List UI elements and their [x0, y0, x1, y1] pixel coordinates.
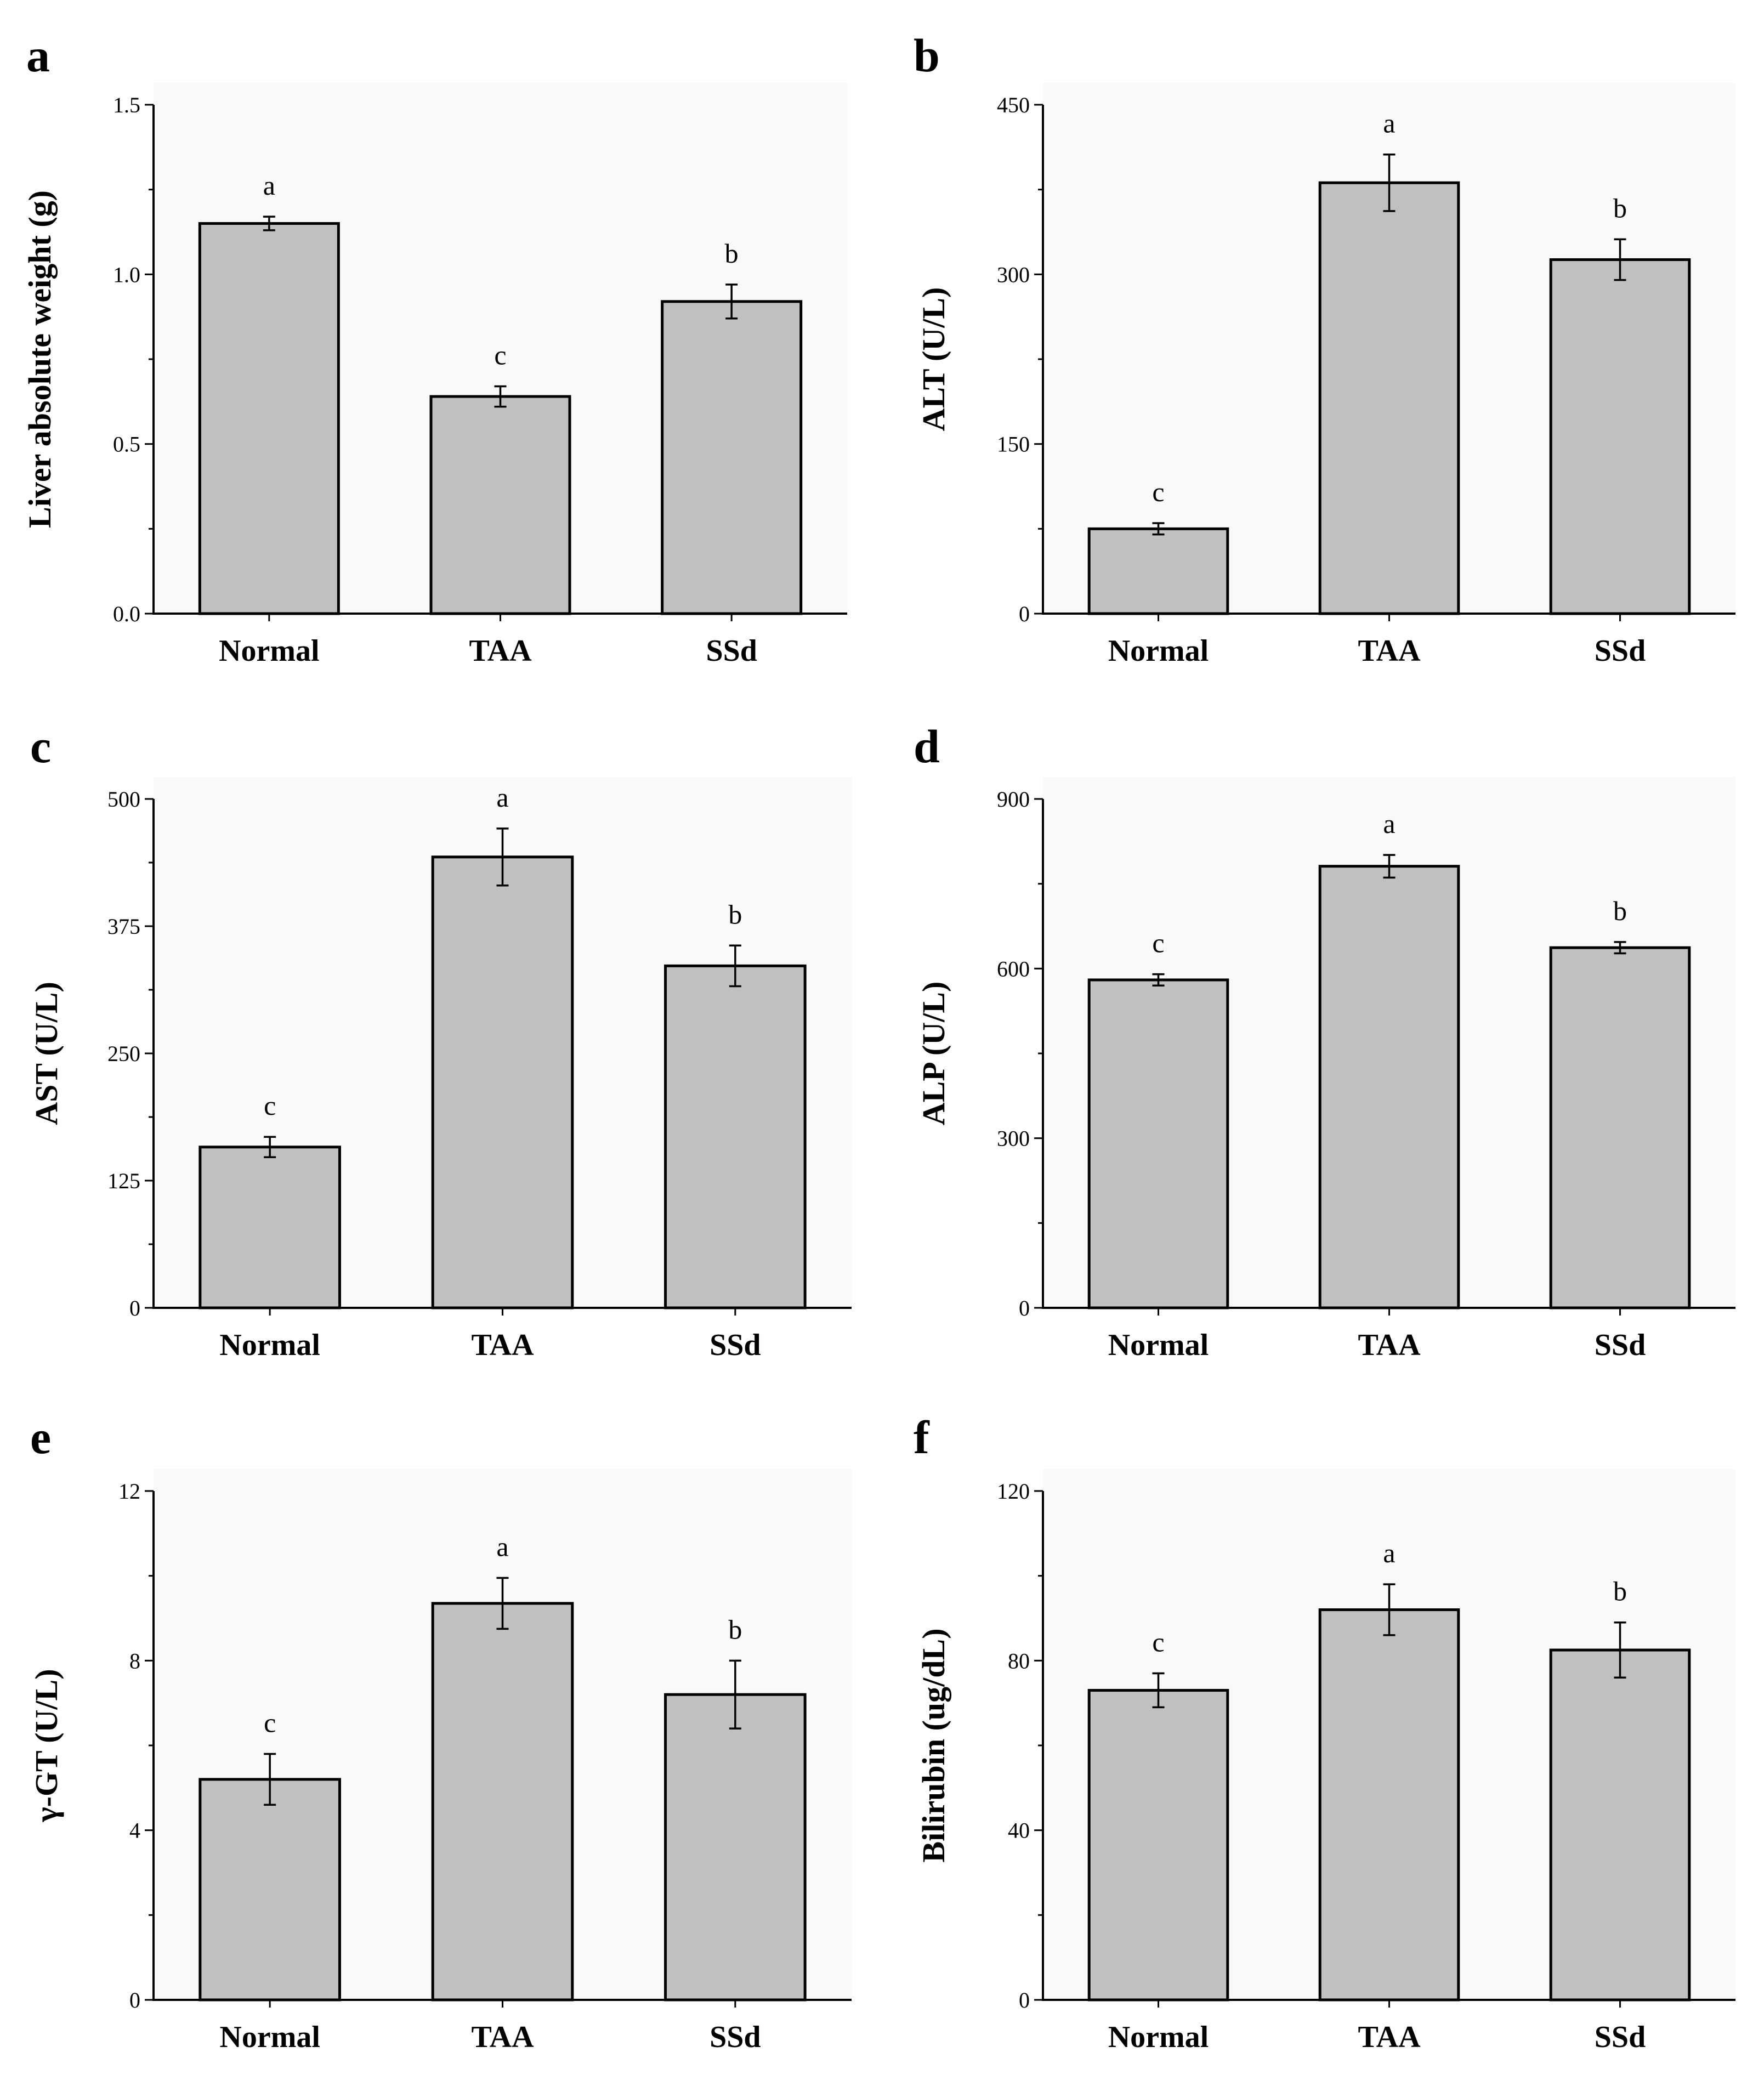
panel-f: f Bilirubin (ug/dL) 0 40 80 120 c Normal a TAA b SS…: [914, 1411, 1735, 2054]
bar-normal: [198, 1146, 341, 1309]
bar-ssd: [1549, 1648, 1691, 2002]
y-tick-label: 0: [1019, 1988, 1030, 2012]
panel-letter: c: [30, 720, 51, 773]
bar-taa: [431, 855, 574, 1309]
bar-normal: [1087, 978, 1229, 1309]
x-tick-label: TAA: [471, 1328, 534, 1362]
significance-letter: a: [1383, 108, 1395, 139]
significance-letter: a: [496, 782, 508, 813]
significance-letter: a: [496, 1532, 508, 1562]
x-tick-label: SSd: [706, 634, 757, 668]
significance-letter: b: [728, 1614, 742, 1645]
bar-ssd: [1549, 258, 1691, 615]
y-axis-label: AST (U/L): [29, 982, 64, 1125]
y-tick-label: 1.5: [113, 93, 140, 117]
bar-taa: [431, 1602, 574, 2002]
significance-letter: b: [728, 899, 742, 929]
x-tick-label: Normal: [219, 634, 320, 668]
significance-letter: c: [1152, 928, 1164, 959]
x-tick-label: SSd: [1595, 2020, 1646, 2054]
bar-taa: [1318, 1608, 1460, 2002]
bar-ssd: [664, 964, 807, 1309]
significance-letter: c: [494, 339, 506, 370]
bar-ssd: [661, 300, 803, 615]
x-tick-label: Normal: [219, 2020, 320, 2054]
x-tick-label: Normal: [1108, 634, 1209, 668]
bar-ssd: [664, 1693, 807, 2002]
significance-letter: b: [1613, 1576, 1627, 1607]
y-tick-label: 40: [1008, 1818, 1030, 1843]
y-tick-label: 80: [1008, 1648, 1030, 1673]
x-tick-label: SSd: [1595, 1328, 1646, 1362]
significance-letter: a: [1383, 1538, 1395, 1568]
significance-letter: c: [1152, 477, 1164, 507]
y-tick-label: 0: [129, 1988, 140, 2012]
y-axis-label: γ-GT (U/L): [29, 1669, 64, 1822]
x-tick-label: TAA: [1358, 634, 1421, 668]
y-axis-label: ALP (U/L): [916, 982, 951, 1126]
x-tick-label: TAA: [471, 2020, 534, 2054]
y-tick-label: 4: [129, 1818, 140, 1843]
bar-normal: [1087, 1688, 1229, 2002]
y-tick-label: 0: [129, 1296, 140, 1320]
bar-normal: [1087, 527, 1229, 615]
x-tick-label: Normal: [219, 1328, 320, 1362]
bar-taa: [429, 395, 571, 615]
panel-a: a Liver absolute weight (g) 0.0 0.5 1.0 1.5 a N…: [22, 29, 847, 668]
y-tick-label: 150: [997, 432, 1030, 457]
y-tick-label: 375: [107, 914, 140, 939]
y-tick-label: 300: [997, 262, 1030, 287]
panel-c: c AST (U/L) 0 125 250 375 500 c Normal a TAA b SSd: [29, 720, 852, 1362]
significance-letter: a: [1383, 808, 1395, 839]
y-tick-label: 450: [997, 93, 1030, 117]
x-tick-label: Normal: [1108, 1328, 1209, 1362]
panel-e: e γ-GT (U/L) 0 4 8 12 c Normal a TAA b SSd: [29, 1411, 852, 2054]
significance-letter: b: [725, 238, 739, 269]
x-tick-label: SSd: [1595, 634, 1646, 668]
y-axis-label: Bilirubin (ug/dL): [916, 1628, 951, 1862]
y-axis-label: ALT (U/L): [916, 287, 951, 432]
panel-letter: a: [26, 29, 50, 82]
bar-taa: [1318, 181, 1460, 615]
panel-letter: d: [914, 720, 940, 773]
y-axis-label: Liver absolute weight (g): [22, 190, 58, 528]
significance-letter: a: [263, 170, 275, 201]
x-tick-label: Normal: [1108, 2020, 1209, 2054]
y-tick-label: 1.0: [113, 262, 140, 287]
x-tick-label: TAA: [1358, 1328, 1421, 1362]
y-tick-label: 600: [997, 956, 1030, 981]
y-tick-label: 0.5: [113, 432, 140, 457]
significance-letter: c: [1152, 1627, 1164, 1658]
x-tick-label: TAA: [469, 634, 532, 668]
bar-normal: [198, 1778, 341, 2002]
bar-ssd: [1549, 946, 1691, 1309]
panel-d: d ALP (U/L) 0 300 600 900 c Normal a TAA b SSd: [914, 720, 1735, 1362]
bar-normal: [198, 222, 340, 615]
panel-letter: b: [914, 29, 940, 82]
y-tick-label: 12: [118, 1479, 140, 1504]
significance-letter: b: [1613, 895, 1627, 926]
x-tick-label: SSd: [710, 1328, 761, 1362]
panel-letter: f: [914, 1411, 930, 1464]
y-tick-label: 900: [997, 787, 1030, 812]
significance-letter: b: [1613, 192, 1627, 223]
y-tick-label: 0.0: [113, 602, 140, 626]
x-tick-label: SSd: [710, 2020, 761, 2054]
significance-letter: c: [264, 1090, 276, 1121]
panel-letter: e: [30, 1411, 51, 1464]
significance-letter: c: [264, 1707, 276, 1738]
x-tick-label: TAA: [1358, 2020, 1421, 2054]
y-tick-label: 500: [107, 787, 140, 812]
y-tick-label: 0: [1019, 1296, 1030, 1320]
panel-b: b ALT (U/L) 0 150 300 450 c Normal a TAA b SSd: [914, 29, 1735, 668]
bar-taa: [1318, 865, 1460, 1309]
y-tick-label: 120: [997, 1479, 1030, 1504]
y-tick-label: 250: [107, 1041, 140, 1066]
y-tick-label: 0: [1019, 602, 1030, 626]
y-tick-label: 8: [129, 1648, 140, 1673]
y-tick-label: 125: [107, 1169, 140, 1193]
y-tick-label: 300: [997, 1126, 1030, 1151]
